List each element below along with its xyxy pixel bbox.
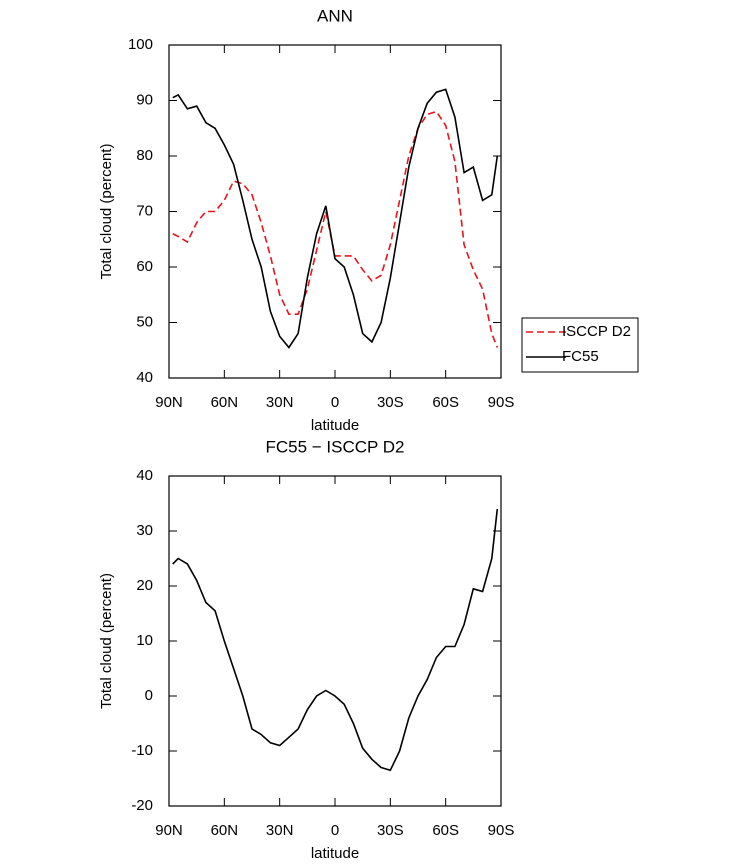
line-series <box>172 508 499 772</box>
y-axis-label: Total cloud (percent) <box>98 573 115 709</box>
plot-frame <box>168 44 502 379</box>
y-tick-label: 70 <box>136 202 153 219</box>
chart-title: FC55 − ISCCP D2 <box>265 437 404 456</box>
x-tick-label: 90S <box>488 822 515 839</box>
line-series <box>172 110 499 348</box>
x-tick-label: 60S <box>432 394 459 411</box>
x-tick-label: 90N <box>155 822 183 839</box>
legend-label: FC55 <box>562 348 599 365</box>
x-tick-label: 0 <box>331 394 339 411</box>
x-tick-label: 30N <box>266 394 294 411</box>
y-tick-label: -20 <box>131 797 153 814</box>
y-tick-label: 40 <box>136 369 153 386</box>
y-tick-label: -10 <box>131 742 153 759</box>
y-tick-label: 10 <box>136 632 153 649</box>
x-tick-label: 30S <box>377 394 404 411</box>
x-axis-label: latitude <box>311 845 359 862</box>
x-tick-label: 60N <box>211 394 239 411</box>
x-tick-label: 90N <box>155 394 183 411</box>
plot-frame <box>168 475 502 807</box>
x-axis-label: latitude <box>311 417 359 434</box>
y-tick-label: 0 <box>145 687 153 704</box>
line-series <box>172 88 499 349</box>
y-tick-label: 90 <box>136 91 153 108</box>
x-tick-label: 90S <box>488 394 515 411</box>
y-tick-label: 100 <box>128 36 153 53</box>
y-tick-label: 80 <box>136 147 153 164</box>
legend-box <box>521 317 639 373</box>
x-tick-label: 60S <box>432 822 459 839</box>
x-tick-label: 0 <box>331 822 339 839</box>
y-tick-label: 20 <box>136 577 153 594</box>
y-tick-label: 30 <box>136 522 153 539</box>
x-tick-label: 30S <box>377 822 404 839</box>
y-tick-label: 50 <box>136 313 153 330</box>
x-tick-label: 30N <box>266 822 294 839</box>
legend-label: ISCCP D2 <box>562 323 631 340</box>
x-tick-label: 60N <box>211 822 239 839</box>
y-tick-label: 60 <box>136 258 153 275</box>
y-tick-label: 40 <box>136 467 153 484</box>
y-axis-label: Total cloud (percent) <box>98 144 115 280</box>
chart-title: ANN <box>317 6 353 25</box>
